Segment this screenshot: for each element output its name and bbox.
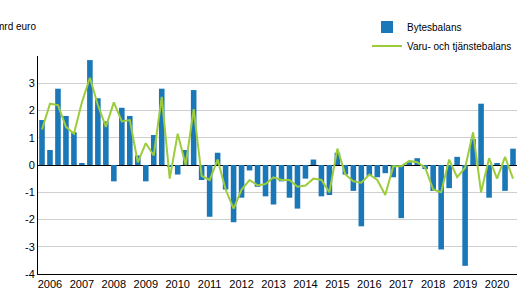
svg-text:2017: 2017	[389, 278, 413, 290]
svg-text:-2: -2	[25, 213, 35, 225]
svg-text:2007: 2007	[70, 278, 94, 290]
svg-text:2: 2	[29, 104, 35, 116]
svg-text:2014: 2014	[293, 278, 317, 290]
svg-text:2011: 2011	[198, 278, 222, 290]
svg-text:-4: -4	[25, 268, 35, 280]
svg-text:0: 0	[29, 159, 35, 171]
svg-text:2015: 2015	[325, 278, 349, 290]
svg-text:1: 1	[29, 132, 35, 144]
svg-text:2020: 2020	[485, 278, 509, 290]
svg-text:mrd euro: mrd euro	[0, 21, 36, 32]
svg-text:-1: -1	[25, 186, 35, 198]
svg-text:2016: 2016	[357, 278, 381, 290]
svg-text:2012: 2012	[229, 278, 253, 290]
svg-text:3: 3	[29, 77, 35, 89]
svg-text:2009: 2009	[134, 278, 158, 290]
svg-text:2010: 2010	[165, 278, 189, 290]
svg-text:2018: 2018	[421, 278, 445, 290]
svg-text:-3: -3	[25, 241, 35, 253]
svg-text:2008: 2008	[102, 278, 126, 290]
svg-text:2013: 2013	[261, 278, 285, 290]
svg-text:Varu- och tjänstebalans: Varu- och tjänstebalans	[407, 41, 511, 52]
svg-text:Bytesbalans: Bytesbalans	[407, 22, 461, 33]
svg-text:2019: 2019	[453, 278, 477, 290]
svg-text:2006: 2006	[38, 278, 62, 290]
